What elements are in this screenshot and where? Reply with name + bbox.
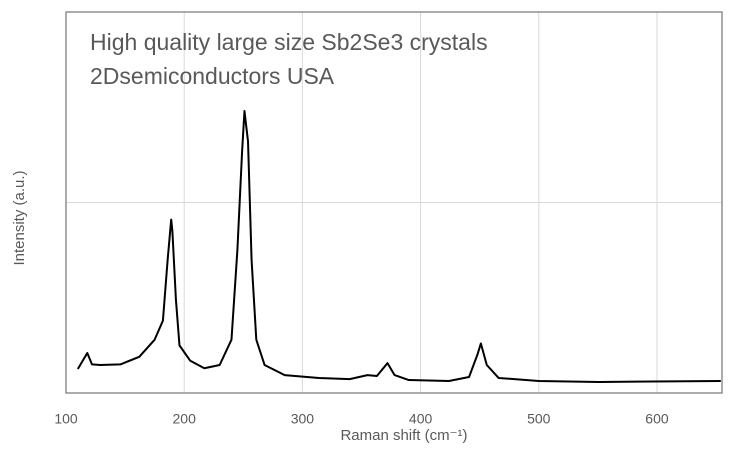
spectrum-line — [76, 110, 721, 383]
y-axis-label: Intensity (a.u.) — [11, 170, 28, 265]
x-axis-label: Raman shift (cm⁻¹) — [340, 427, 467, 444]
x-tick-label: 100 — [54, 411, 78, 427]
annotation: 2Dsemiconductors USA — [90, 63, 335, 89]
annotation: High quality large size Sb2Se3 crystals — [90, 29, 488, 55]
x-tick-label: 600 — [645, 411, 669, 427]
plot-border — [65, 11, 723, 394]
x-tick-label: 300 — [291, 411, 315, 427]
x-tick-label: 400 — [409, 411, 433, 427]
x-tick-label: 200 — [173, 411, 197, 427]
x-tick-label: 500 — [527, 411, 551, 427]
